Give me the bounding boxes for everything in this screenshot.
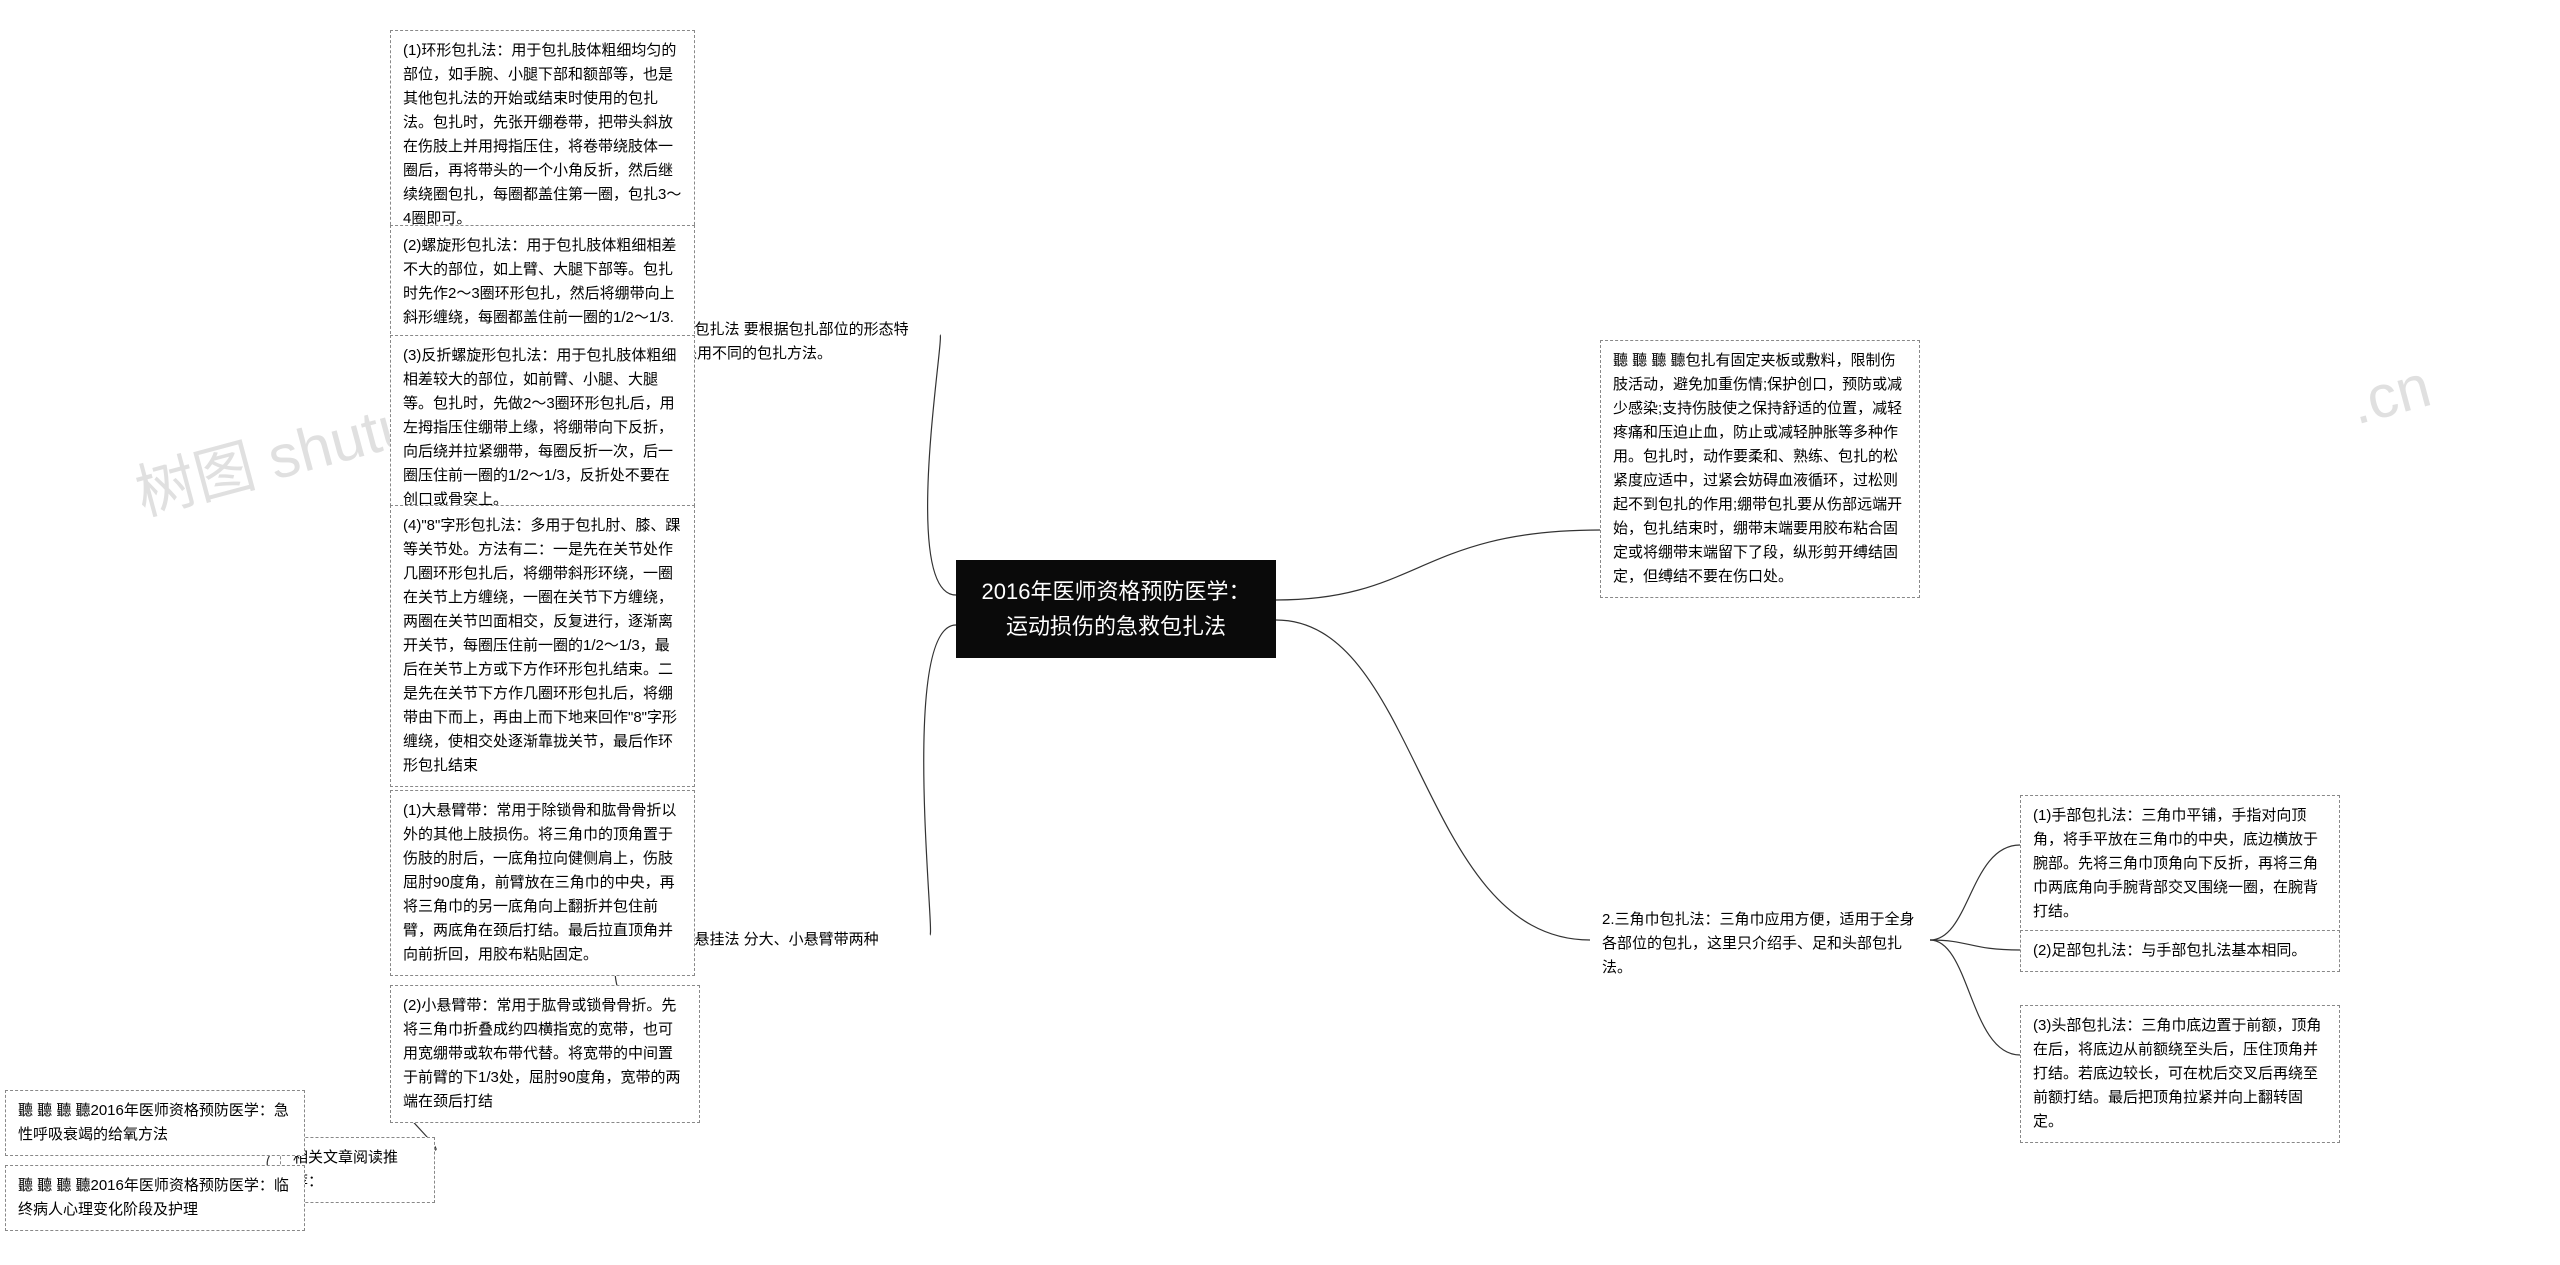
- bandage-child-3: (3)反折螺旋形包扎法：用于包扎肢体粗细相差较大的部位，如前臂、小腿、大腿等。包…: [390, 335, 695, 521]
- triangle-child-2: (2)足部包扎法：与手部包扎法基本相同。: [2020, 930, 2340, 972]
- triangle-label: 2.三角巾包扎法：三角巾应用方便，适用于全身各部位的包扎，这里只介绍手、足和头部…: [1590, 900, 1930, 988]
- sling-child-2: (2)小悬臂带：常用于肱骨或锁骨骨折。先将三角巾折叠成约四横指宽的宽带，也可用宽…: [390, 985, 700, 1123]
- intro-node: 聽 聽 聽 聽包扎有固定夹板或敷料，限制伤肢活动，避免加重伤情;保护创口，预防或…: [1600, 340, 1920, 598]
- center-node: 2016年医师资格预防医学：运动损伤的急救包扎法: [956, 560, 1276, 658]
- bandage-child-2: (2)螺旋形包扎法：用于包扎肢体粗细相差不大的部位，如上臂、大腿下部等。包扎时先…: [390, 225, 695, 339]
- watermark-right: .cn: [2342, 351, 2437, 438]
- bandage-child-1: (1)环形包扎法：用于包扎肢体粗细均匀的部位，如手腕、小腿下部和额部等，也是其他…: [390, 30, 695, 240]
- related-child-1: 聽 聽 聽 聽2016年医师资格预防医学：急性呼吸衰竭的给氧方法: [5, 1090, 305, 1156]
- sling-child-1: (1)大悬臂带：常用于除锁骨和肱骨骨折以外的其他上肢损伤。将三角巾的顶角置于伤肢…: [390, 790, 695, 976]
- triangle-child-3: (3)头部包扎法：三角巾底边置于前额，顶角在后，将底边从前额绕至头后，压住顶角并…: [2020, 1005, 2340, 1143]
- related-child-2: 聽 聽 聽 聽2016年医师资格预防医学：临终病人心理变化阶段及护理: [5, 1165, 305, 1231]
- bandage-child-4: (4)"8"字形包扎法：多用于包扎肘、膝、踝等关节处。方法有二：一是先在关节处作…: [390, 505, 695, 787]
- triangle-child-1: (1)手部包扎法：三角巾平铺，手指对向顶角，将手平放在三角巾的中央，底边横放于腕…: [2020, 795, 2340, 933]
